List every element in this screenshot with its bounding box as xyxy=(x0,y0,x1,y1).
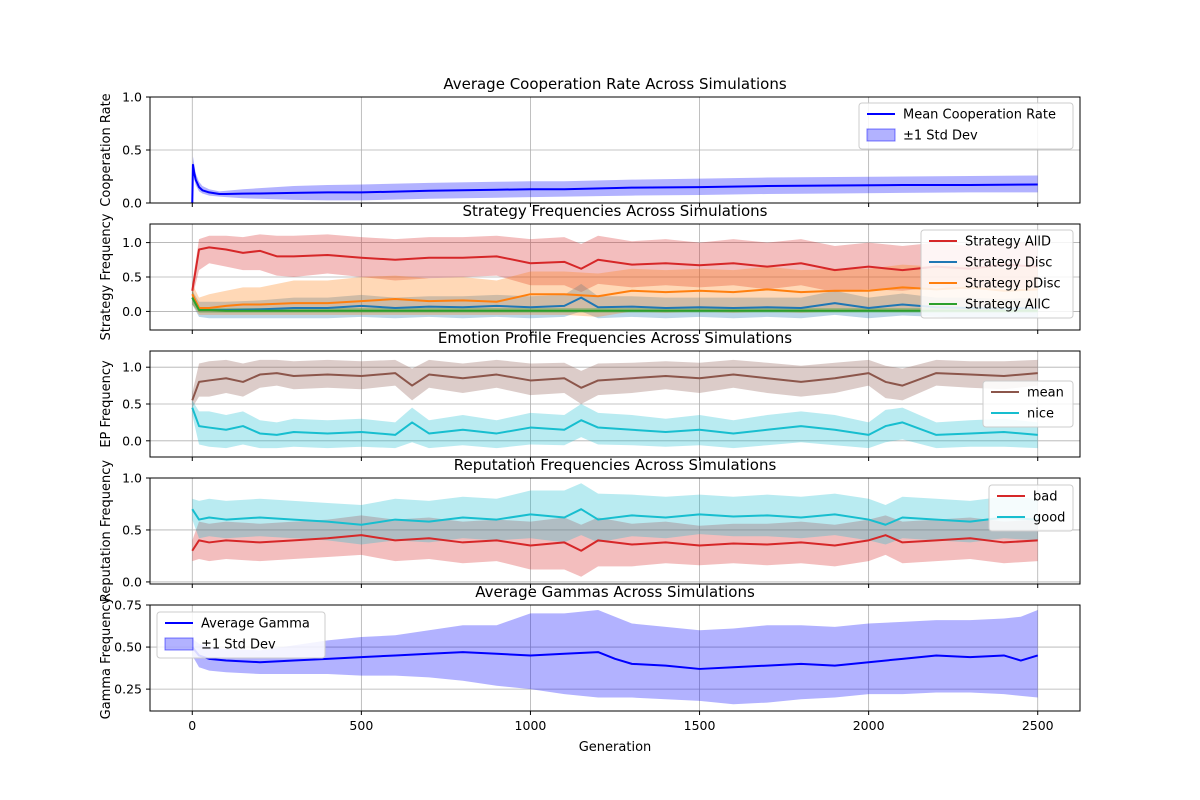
y-tick-label: 1.0 xyxy=(122,235,142,250)
legend-label: ±1 Std Dev xyxy=(903,129,978,144)
x-axis-label: Generation xyxy=(579,740,652,755)
y-tick-label: 0.0 xyxy=(122,196,142,211)
legend-box xyxy=(920,229,1074,319)
legend-label: bad xyxy=(1033,490,1057,505)
legend-swatch-band xyxy=(866,128,896,142)
axes-frame xyxy=(149,477,1081,585)
band-bad xyxy=(192,515,1038,577)
legend: mean nice xyxy=(982,380,1074,428)
y-axis-label: Cooperation Rate xyxy=(99,93,114,206)
line-strategy-disc xyxy=(191,296,1038,312)
y-tick-label: 1.0 xyxy=(122,360,142,375)
y-axis-label: Reputation Frequency xyxy=(99,460,114,603)
band-good xyxy=(192,483,1038,545)
y-tick-label: 0.75 xyxy=(114,598,142,613)
plot-area xyxy=(191,610,1039,705)
line-good xyxy=(191,508,1038,526)
line-strategy-allc xyxy=(191,297,1038,312)
panel-title: Strategy Frequencies Across Simulations xyxy=(462,202,767,220)
legend-label: Average Gamma xyxy=(201,617,310,632)
legend-swatch-band xyxy=(164,637,194,651)
panel-title: Reputation Frequencies Across Simulation… xyxy=(454,456,777,474)
legend-label: nice xyxy=(1027,407,1054,422)
band-average-gamma xyxy=(192,610,1038,705)
y-tick-label: 1.0 xyxy=(122,90,142,105)
line-nice xyxy=(191,407,1038,436)
band-mean-cooperation-rate xyxy=(192,156,1038,203)
legend-label: Strategy AllC xyxy=(965,298,1050,313)
y-tick-label: 1.0 xyxy=(122,471,142,486)
panel-title: Average Gammas Across Simulations xyxy=(475,583,755,601)
y-tick-label: 0.50 xyxy=(114,640,142,655)
y-axis-label: EP Frequency xyxy=(99,360,114,448)
panel-5: 0.25 0.50 0.75 0 500 1000 1500 2000 2500 Average … xyxy=(99,583,1081,755)
legend-label: good xyxy=(1033,511,1065,526)
legend-label: Strategy AllD xyxy=(965,235,1051,250)
line-strategy-alld xyxy=(191,246,1038,291)
panel-1: 0.0 0.5 1.0 Average Cooperation Rate Across… xyxy=(99,75,1081,211)
legend-label: Mean Cooperation Rate xyxy=(903,108,1056,123)
legend-box xyxy=(156,611,326,659)
plot-area xyxy=(191,156,1038,203)
legend-label: mean xyxy=(1027,386,1064,401)
x-tick-label: 500 xyxy=(349,718,373,733)
y-tick-label: 0.0 xyxy=(122,304,142,319)
y-tick-label: 0.5 xyxy=(122,522,142,537)
panel-2: 0.0 0.5 1.0 Strategy Frequencies Across Sim… xyxy=(99,202,1081,341)
y-axis-label: Gamma Frequency xyxy=(99,596,114,719)
band-strategy-disc xyxy=(192,283,1038,319)
y-tick-label: 0.5 xyxy=(122,143,142,158)
line-mean-cooperation-rate xyxy=(191,163,1038,203)
panel-3: 0.0 0.5 1.0 Emotion Profile Frequencies Acr… xyxy=(99,329,1081,461)
y-tick-label: 0.0 xyxy=(122,574,142,589)
legend: Mean Cooperation Rate ±1 Std Dev xyxy=(858,102,1074,150)
legend: Strategy AllD Strategy Disc Strategy pDisc… xyxy=(920,229,1074,319)
legend-label: ±1 Std Dev xyxy=(201,638,276,653)
y-axis-label: Strategy Frequency xyxy=(99,213,114,340)
panel-4: 0.0 0.5 1.0 Reputation Frequencies Across S… xyxy=(99,456,1081,603)
panel-title: Average Cooperation Rate Across Simulati… xyxy=(443,75,787,93)
band-nice xyxy=(192,400,1038,449)
legend: bad good xyxy=(988,484,1074,532)
legend-box xyxy=(858,102,1074,150)
y-tick-label: 0.0 xyxy=(122,433,142,448)
legend-label: Strategy Disc xyxy=(965,256,1052,271)
line-strategy-pdisc xyxy=(191,286,1038,309)
plot-area xyxy=(191,483,1038,577)
line-bad xyxy=(191,534,1038,552)
gridlines xyxy=(150,351,1080,457)
y-tick-label: 0.25 xyxy=(114,682,142,697)
x-tick-label: 2000 xyxy=(853,718,885,733)
band-strategy-alld xyxy=(192,234,1038,298)
axes-frame xyxy=(149,604,1081,712)
x-tick-label: 1500 xyxy=(684,718,716,733)
plot-area xyxy=(191,359,1038,449)
line-mean xyxy=(191,372,1038,401)
x-tick-label: 0 xyxy=(188,718,196,733)
y-tick-label: 0.5 xyxy=(122,270,142,285)
x-tick-label: 2500 xyxy=(1022,718,1054,733)
line-average-gamma xyxy=(191,646,1039,670)
x-tick-label: 1000 xyxy=(515,718,547,733)
legend-label: Strategy pDisc xyxy=(965,277,1061,292)
legend: Average Gamma ±1 Std Dev xyxy=(156,611,326,659)
panel-title: Emotion Profile Frequencies Across Simul… xyxy=(438,329,792,347)
band-mean xyxy=(192,359,1038,408)
plot-area xyxy=(191,234,1038,319)
y-tick-label: 0.5 xyxy=(122,397,142,412)
